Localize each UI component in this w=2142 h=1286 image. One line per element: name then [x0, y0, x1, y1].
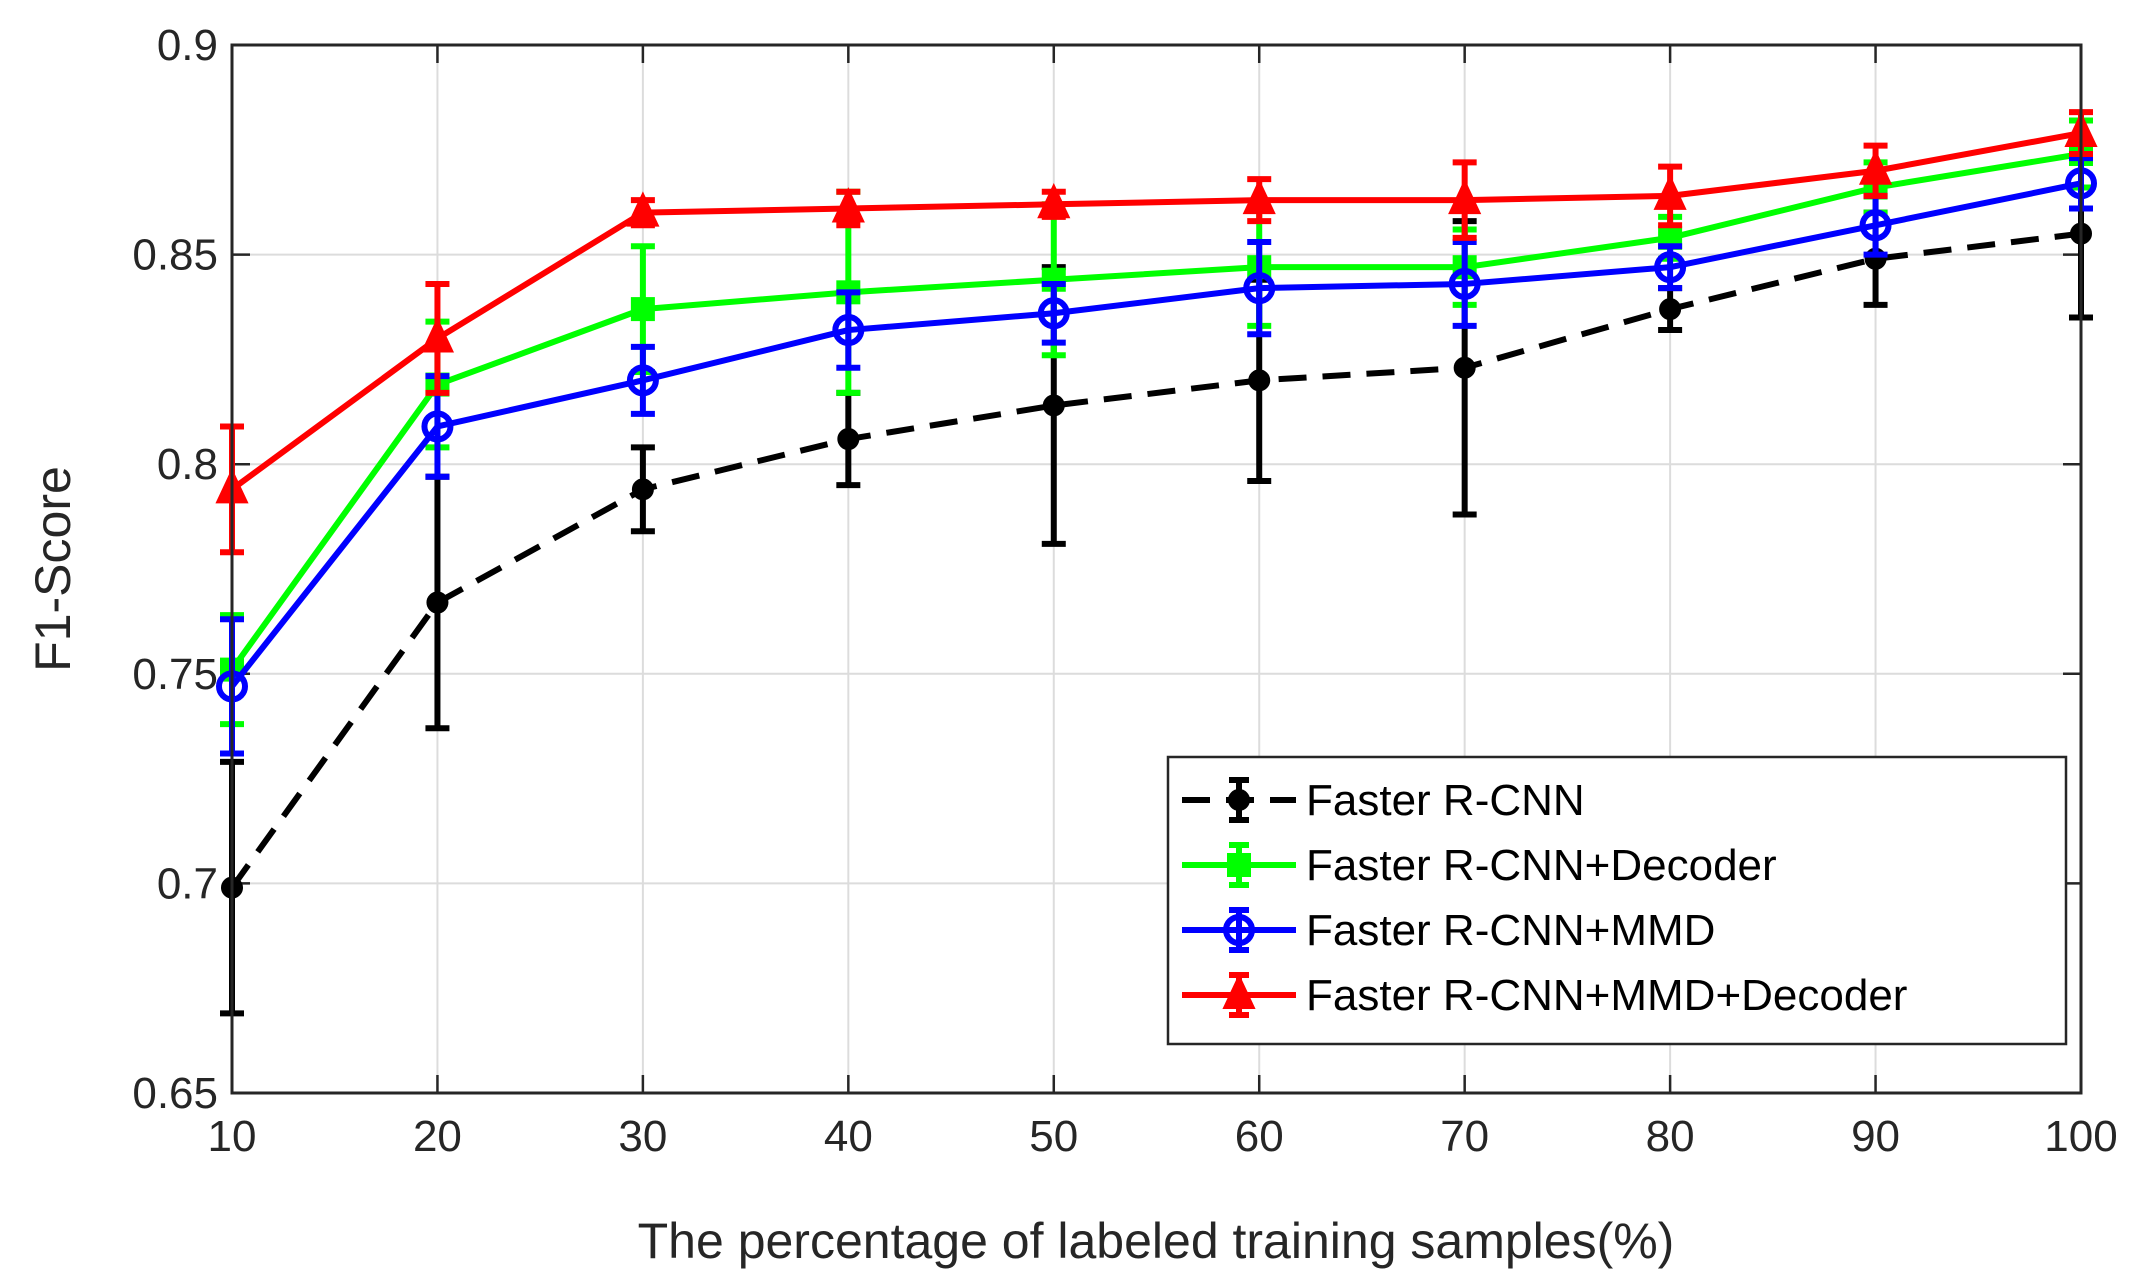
series-line — [229, 230, 2082, 890]
x-tick-label: 90 — [1851, 1112, 1900, 1161]
legend-label: Faster R-CNN+Decoder — [1306, 841, 1777, 890]
data-point — [1448, 178, 1482, 215]
data-point — [831, 187, 865, 223]
data-point — [1037, 182, 1071, 219]
data-point — [1659, 298, 1682, 321]
x-tick-label: 100 — [2044, 1112, 2117, 1161]
x-tick-label: 70 — [1440, 1112, 1489, 1161]
legend-label: Faster R-CNN+MMD+Decoder — [1306, 971, 1907, 1020]
y-axis-label: F1-Score — [25, 466, 81, 672]
data-point — [626, 191, 660, 227]
legend-box — [1166, 755, 2068, 1046]
legend-marker — [1227, 853, 1251, 877]
legend-item: Faster R-CNN+MMD — [1182, 906, 1715, 955]
data-point — [421, 410, 454, 443]
series — [216, 155, 2097, 757]
legend-marker — [1223, 914, 1255, 946]
y-tick-label: 0.75 — [132, 650, 218, 699]
data-point — [631, 478, 654, 501]
data-point — [1653, 174, 1687, 210]
data-point — [1654, 251, 1687, 284]
legend-marker — [1228, 789, 1250, 811]
data-point — [426, 591, 449, 614]
data-point — [832, 314, 865, 347]
legend: Faster R-CNN Faster R-CNN+Decoder Faster R… — [1166, 755, 2068, 1046]
x-tick-label: 50 — [1029, 1112, 1078, 1161]
legend-label: Faster R-CNN — [1306, 776, 1585, 825]
legend-item: Faster R-CNN+Decoder — [1182, 841, 1777, 890]
y-tick-label: 0.65 — [132, 1069, 218, 1118]
data-point — [1243, 272, 1276, 305]
x-tick-label: 60 — [1235, 1112, 1284, 1161]
data-point — [1858, 149, 1893, 185]
data-point — [1448, 267, 1481, 300]
legend-label: Faster R-CNN+MMD — [1306, 906, 1715, 955]
y-tick-label: 0.8 — [157, 440, 218, 489]
data-point — [1248, 369, 1271, 392]
plot-frame — [230, 43, 2083, 1095]
data-point — [420, 317, 455, 353]
legend-item: Faster R-CNN — [1182, 776, 1585, 825]
data-point — [1242, 178, 1276, 215]
y-tick-label: 0.85 — [132, 231, 218, 280]
series-line — [229, 151, 2082, 672]
x-tick-label: 30 — [618, 1112, 667, 1161]
x-axis-label: The percentage of labeled training sampl… — [638, 1213, 1675, 1269]
series-line — [230, 130, 2082, 492]
x-tick-label: 40 — [824, 1112, 873, 1161]
x-tick-label: 10 — [208, 1112, 257, 1161]
legend-marker — [1222, 973, 1256, 1009]
y-tick-label: 0.9 — [157, 21, 218, 70]
legend-item: Faster R-CNN+MMD+Decoder — [1182, 971, 1907, 1020]
data-point — [837, 428, 860, 451]
data-point — [626, 364, 659, 397]
y-tick-label: 0.7 — [157, 859, 218, 908]
data-point — [1037, 297, 1070, 330]
x-tick-label: 80 — [1646, 1112, 1695, 1161]
tick-labels: 10 20 30 40 50 60 70 80 90 100 0.65 0.7 0.75 0.8 0.85 0… — [132, 21, 2117, 1161]
data-point — [1042, 394, 1065, 417]
data-point — [1453, 356, 1476, 379]
series-line — [229, 180, 2082, 689]
data-point — [630, 297, 655, 322]
data-point — [1859, 209, 1892, 242]
x-tick-label: 20 — [413, 1112, 462, 1161]
